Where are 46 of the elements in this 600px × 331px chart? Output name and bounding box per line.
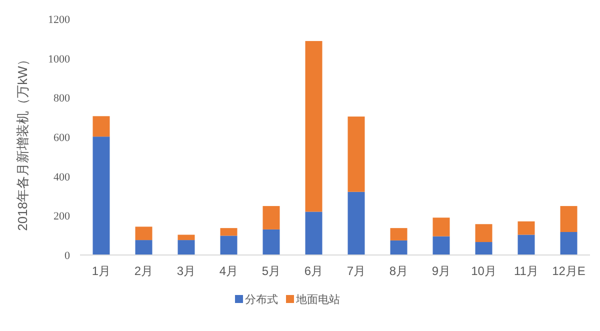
bar xyxy=(518,234,535,255)
bar xyxy=(178,240,195,255)
bar xyxy=(518,221,535,235)
x-tick-label: 4月 xyxy=(219,264,238,278)
y-tick-label: 200 xyxy=(54,210,70,223)
x-tick-label: 1月 xyxy=(92,264,111,278)
bar xyxy=(475,224,492,242)
bar xyxy=(305,212,322,255)
x-tick-label: 9月 xyxy=(432,264,451,278)
y-tick-label: 1000 xyxy=(48,53,70,66)
bar xyxy=(432,218,450,236)
y-tick-label: 800 xyxy=(54,92,70,105)
legend-label: 地面电站 xyxy=(295,293,340,306)
y-tick-label: 400 xyxy=(54,171,70,184)
bar xyxy=(390,240,408,255)
x-tick-label: 2月 xyxy=(134,264,154,278)
y-axis-title: 2018年各月新增装机（万kW） xyxy=(15,53,30,231)
bar xyxy=(432,236,450,255)
bar xyxy=(178,234,195,240)
x-tick-label: 12月E xyxy=(552,264,586,278)
x-tick-label: 8月 xyxy=(389,264,408,278)
x-tick-label: 10月 xyxy=(471,264,496,278)
legend-label: 分布式 xyxy=(245,293,278,306)
y-tick-label: 0 xyxy=(64,250,70,262)
bar xyxy=(560,232,578,255)
x-tick-label: 11月 xyxy=(514,264,538,278)
x-tick-label: 6月 xyxy=(304,264,324,278)
bar xyxy=(135,240,152,255)
bar xyxy=(135,226,152,240)
bar xyxy=(262,229,280,255)
bar xyxy=(348,192,365,255)
bar xyxy=(92,136,110,255)
y-tick-label: 600 xyxy=(54,132,70,144)
bar xyxy=(560,206,578,232)
bar xyxy=(475,242,492,255)
bar xyxy=(305,41,322,212)
x-tick-label: 5月 xyxy=(262,264,281,278)
y-tick-label: 1200 xyxy=(48,14,70,26)
bar xyxy=(220,228,238,236)
x-tick-label: 7月 xyxy=(346,264,366,278)
x-tick-label: 3月 xyxy=(176,264,196,278)
bar xyxy=(220,236,238,255)
bar xyxy=(262,206,280,230)
bar xyxy=(92,116,110,137)
bar xyxy=(390,228,408,240)
bar xyxy=(348,116,365,192)
